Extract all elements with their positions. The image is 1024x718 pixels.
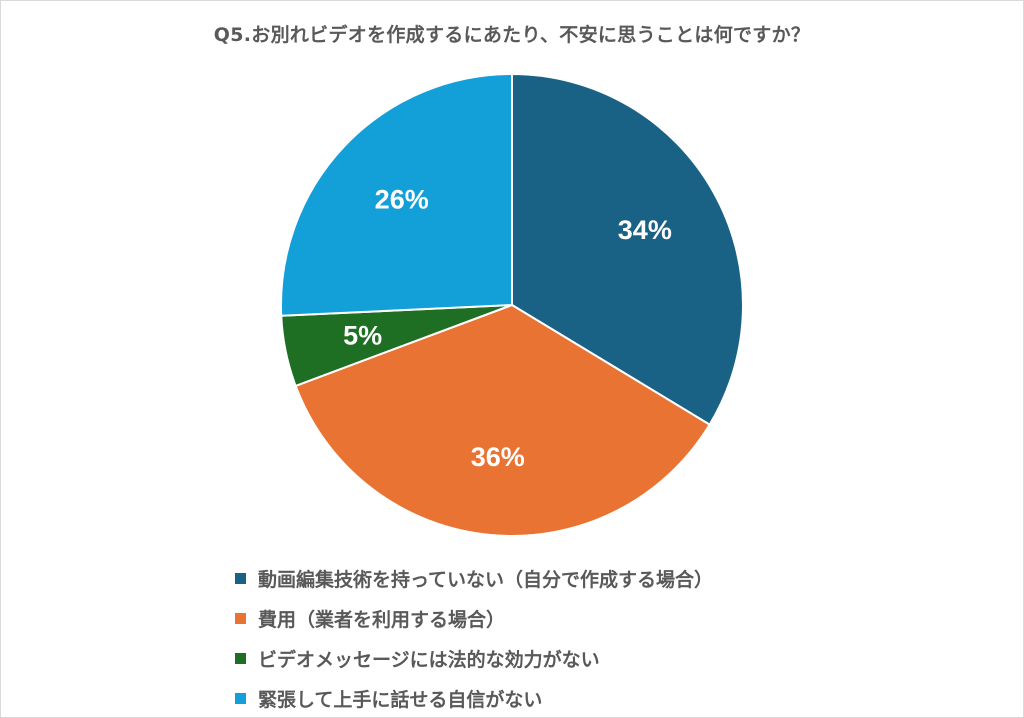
legend-swatch-3 xyxy=(235,692,246,704)
legend: 動画編集技術を持っていない（自分で作成する場合） 費用（業者を利用する場合） ビ… xyxy=(235,558,713,718)
legend-label-1: 費用（業者を利用する場合） xyxy=(258,608,506,631)
pie-slice-1 xyxy=(294,304,711,537)
slice-label-3: 26% xyxy=(375,185,429,215)
slice-label-0: 34% xyxy=(618,215,672,245)
legend-swatch-1 xyxy=(235,612,246,624)
legend-label-3: 緊張して上手に話せる自信がない xyxy=(258,688,543,711)
legend-item-1: 費用（業者を利用する場合） xyxy=(235,598,713,638)
legend-item-2: ビデオメッセージには法的な効力がない xyxy=(235,638,713,678)
legend-swatch-2 xyxy=(235,652,246,664)
legend-swatch-0 xyxy=(235,572,246,584)
legend-item-0: 動画編集技術を持っていない（自分で作成する場合） xyxy=(235,558,713,598)
legend-label-0: 動画編集技術を持っていない（自分で作成する場合） xyxy=(258,568,714,591)
slice-label-1: 36% xyxy=(471,442,525,472)
legend-item-3: 緊張して上手に話せる自信がない xyxy=(235,678,713,718)
legend-label-2: ビデオメッセージには法的な効力がない xyxy=(258,648,600,671)
pie-slice-0 xyxy=(511,73,744,426)
slice-label-2: 5% xyxy=(343,321,382,351)
chart-title: Q5.お別れビデオを作成するにあたり、不安に思うことは何ですか？ xyxy=(213,24,811,46)
pie-slice-3 xyxy=(280,73,513,317)
